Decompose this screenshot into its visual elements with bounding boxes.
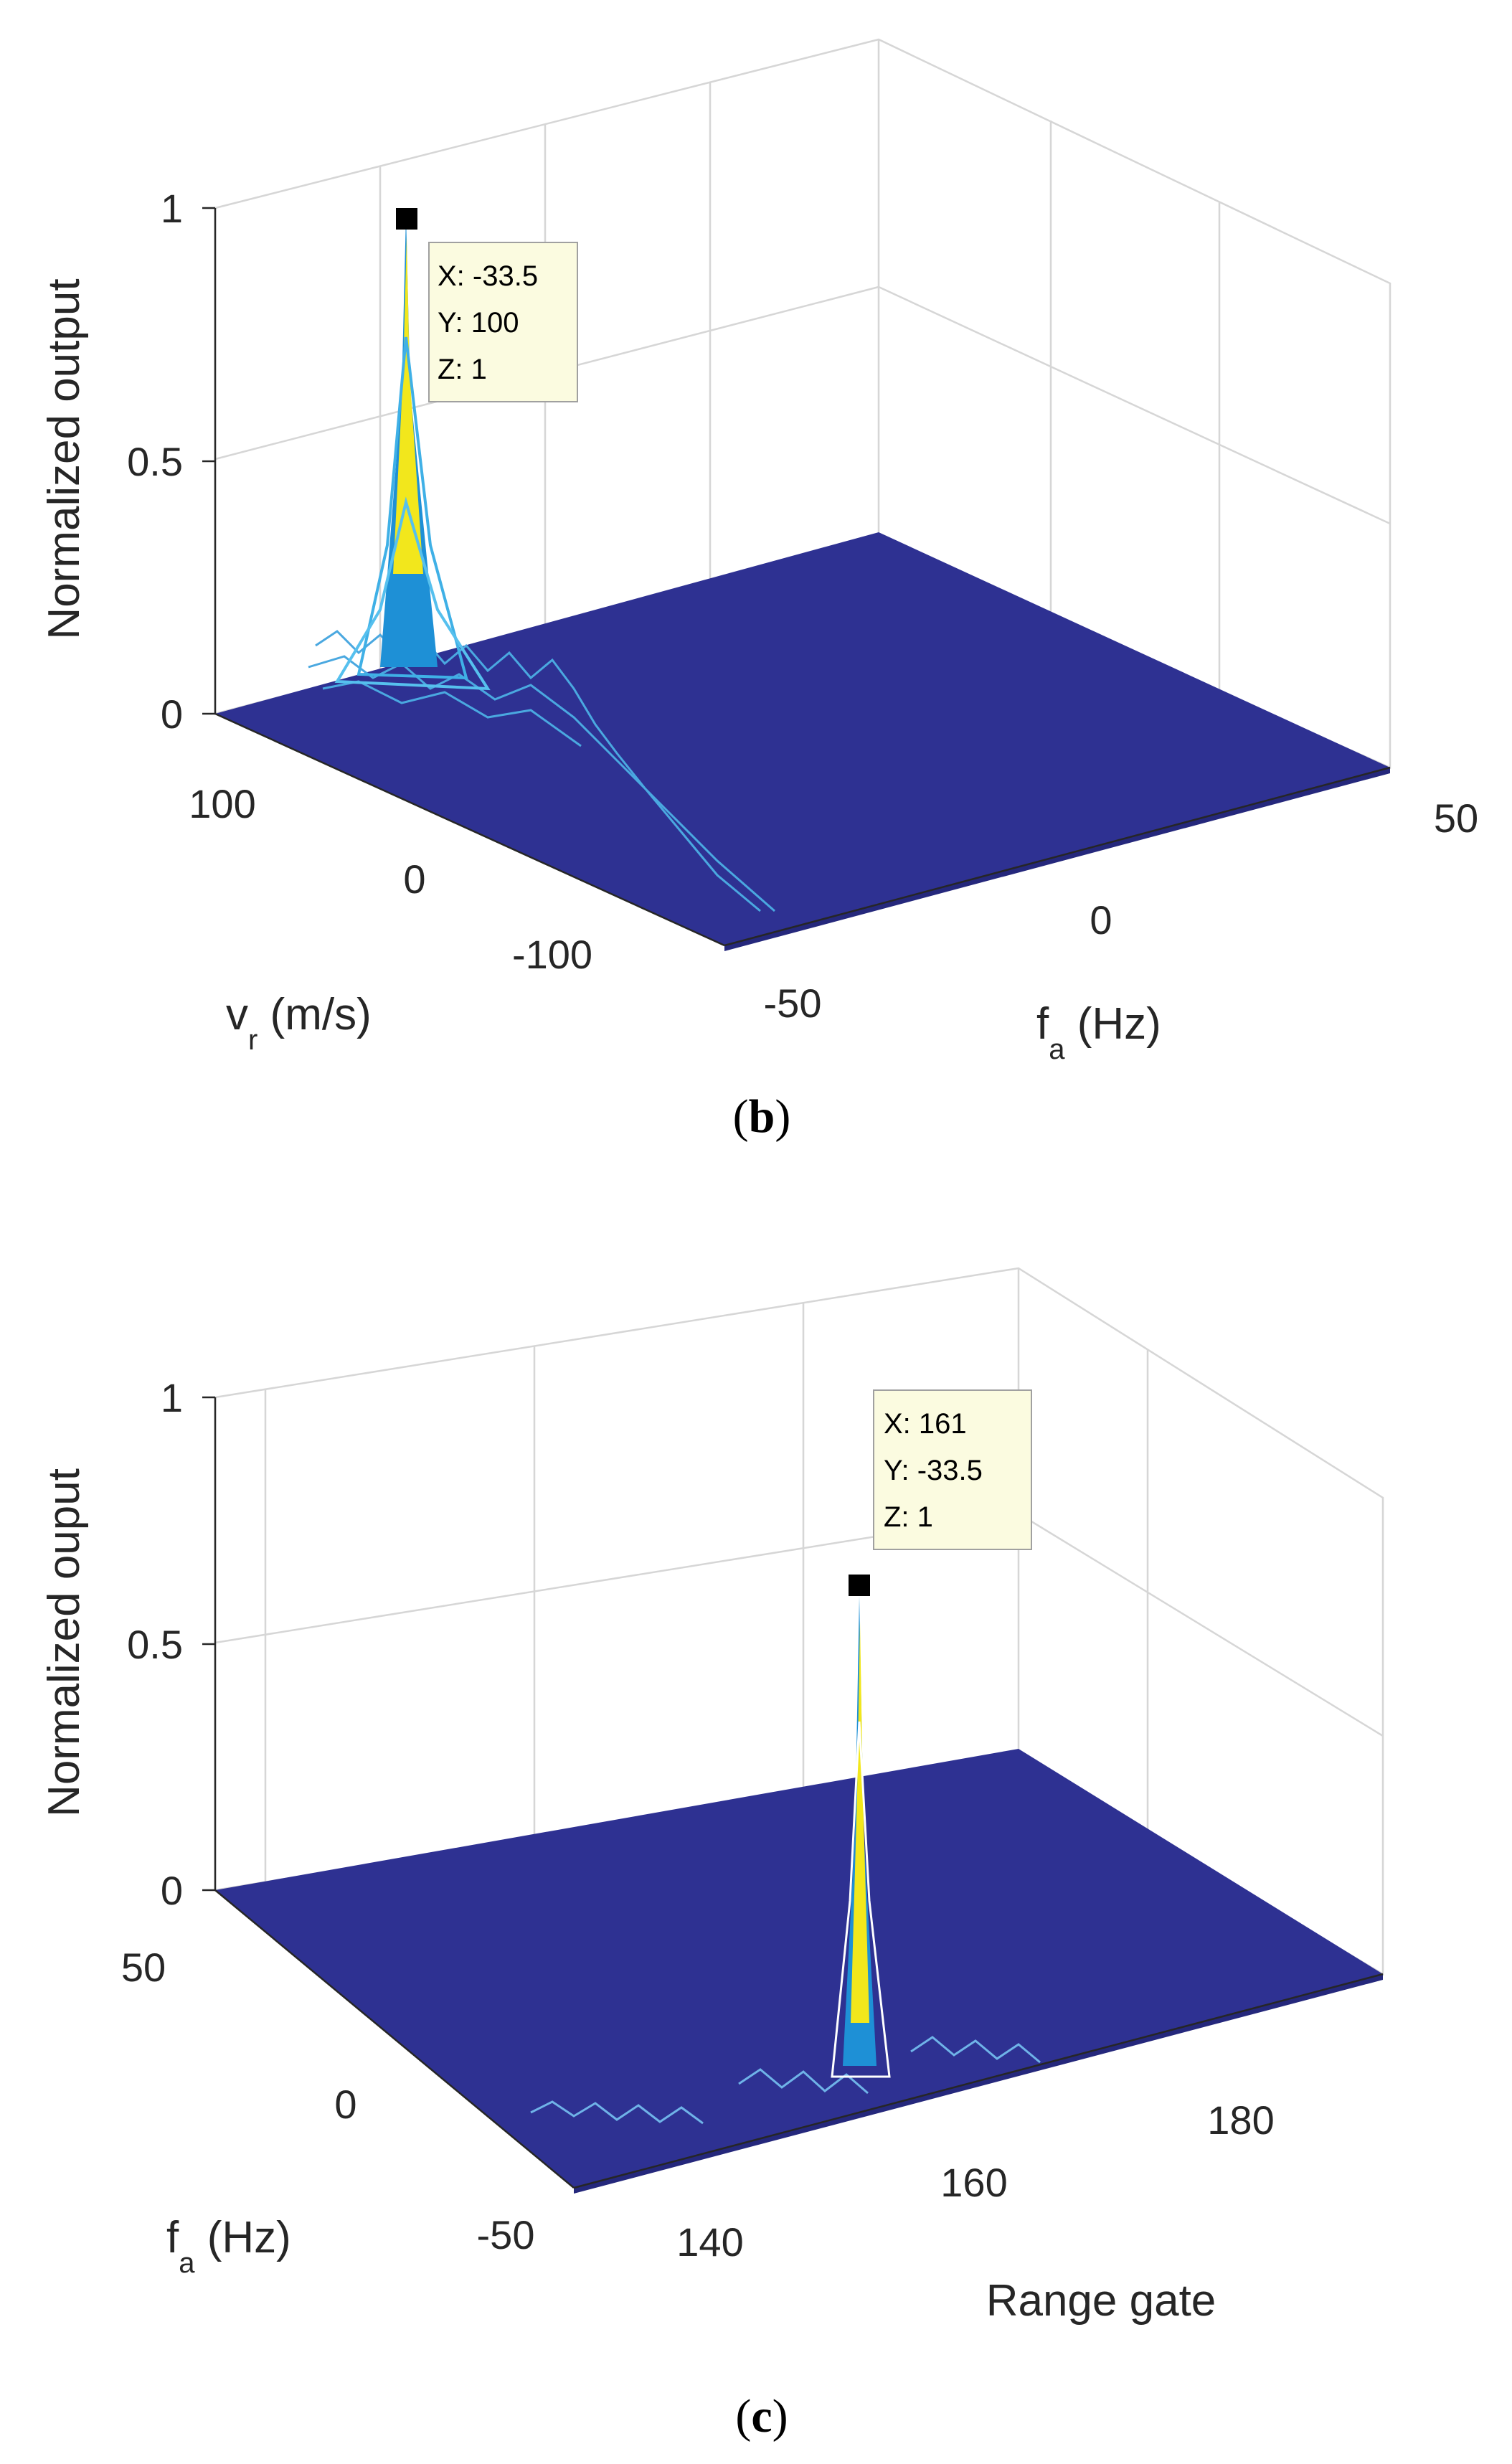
panel-c-datatip-x: X: 161 [884, 1408, 967, 1440]
panel-b-datatip-x: X: -33.5 [438, 260, 538, 292]
panel-c-ztick-05: 0.5 [127, 1622, 183, 1667]
panel-b-surface-floor [215, 532, 1390, 945]
panel-c-peak-spike [831, 1596, 891, 2078]
panel-c-datatip-y: Y: -33.5 [884, 1455, 983, 1486]
panel-b-ytick-0: 0 [403, 856, 425, 902]
panel-c-datatip-z: Z: 1 [884, 1501, 933, 1533]
panel-c-ylabel: fa (Hz) [166, 2213, 291, 2279]
panel-c-surface-floor [215, 1749, 1383, 2188]
panel-b-axes [202, 207, 1391, 947]
panel-b: 0 0.5 1 100 0 -100 -50 0 50 Normalized o… [39, 38, 1478, 1143]
panel-b-zlabel: Normalized output [39, 278, 89, 639]
panel-b-surface-edge [724, 768, 1390, 951]
panel-c-xlabel: Range gate [986, 2276, 1216, 2326]
panel-c-ztick-0: 0 [161, 1868, 183, 1913]
panel-b-ztick-1: 1 [161, 186, 183, 231]
panel-c-ytick-0: 0 [334, 2082, 356, 2127]
panel-b-ztick-0: 0 [161, 691, 183, 737]
panel-c-xtick-140: 140 [676, 2219, 743, 2265]
panel-b-datatip-z: Z: 1 [438, 354, 487, 385]
panel-c-ztick-1: 1 [161, 1375, 183, 1420]
panel-b-xtick-0: 0 [1090, 897, 1112, 943]
panel-b-datatip-box [428, 242, 578, 402]
panel-c-datatip[interactable]: X: 161 Y: -33.5 Z: 1 [849, 1389, 1032, 1596]
panel-c-surface-edge [574, 1974, 1383, 2194]
panel-b-datatip[interactable]: X: -33.5 Y: 100 Z: 1 [396, 208, 578, 402]
panel-b-ylabel: vr (m/s) [226, 990, 372, 1056]
panel-c-caption: (c) [735, 2390, 788, 2442]
panel-b-ytick-100: 100 [189, 781, 255, 826]
panel-b-datatip-marker[interactable] [396, 208, 417, 230]
panel-b-caption: (b) [733, 1090, 791, 1143]
panel-c: 0 0.5 1 50 0 -50 140 160 180 Normalized … [39, 1267, 1384, 2442]
panel-c-datatip-box [873, 1389, 1032, 1550]
panel-c-datatip-marker[interactable] [849, 1575, 870, 1596]
panel-b-xtick-50: 50 [1434, 796, 1478, 841]
panel-b-ztick-05: 0.5 [127, 439, 183, 484]
panel-c-xtick-160: 160 [940, 2160, 1007, 2205]
panel-c-xtick-180: 180 [1207, 2097, 1274, 2143]
panel-b-ytick-m100: -100 [512, 932, 592, 977]
panel-c-ytick-50: 50 [121, 1945, 166, 1990]
panel-c-axes [202, 1396, 1384, 2189]
panel-c-ripples [530, 2036, 1041, 2125]
panel-c-zlabel: Normalized ouput [39, 1468, 89, 1817]
panel-b-datatip-y: Y: 100 [438, 307, 519, 339]
panel-b-peak-spike [334, 215, 491, 691]
panel-b-xlabel: fa (Hz) [1036, 999, 1161, 1065]
panel-c-ytick-m50: -50 [477, 2212, 535, 2257]
panel-b-xtick-m50: -50 [764, 981, 822, 1026]
